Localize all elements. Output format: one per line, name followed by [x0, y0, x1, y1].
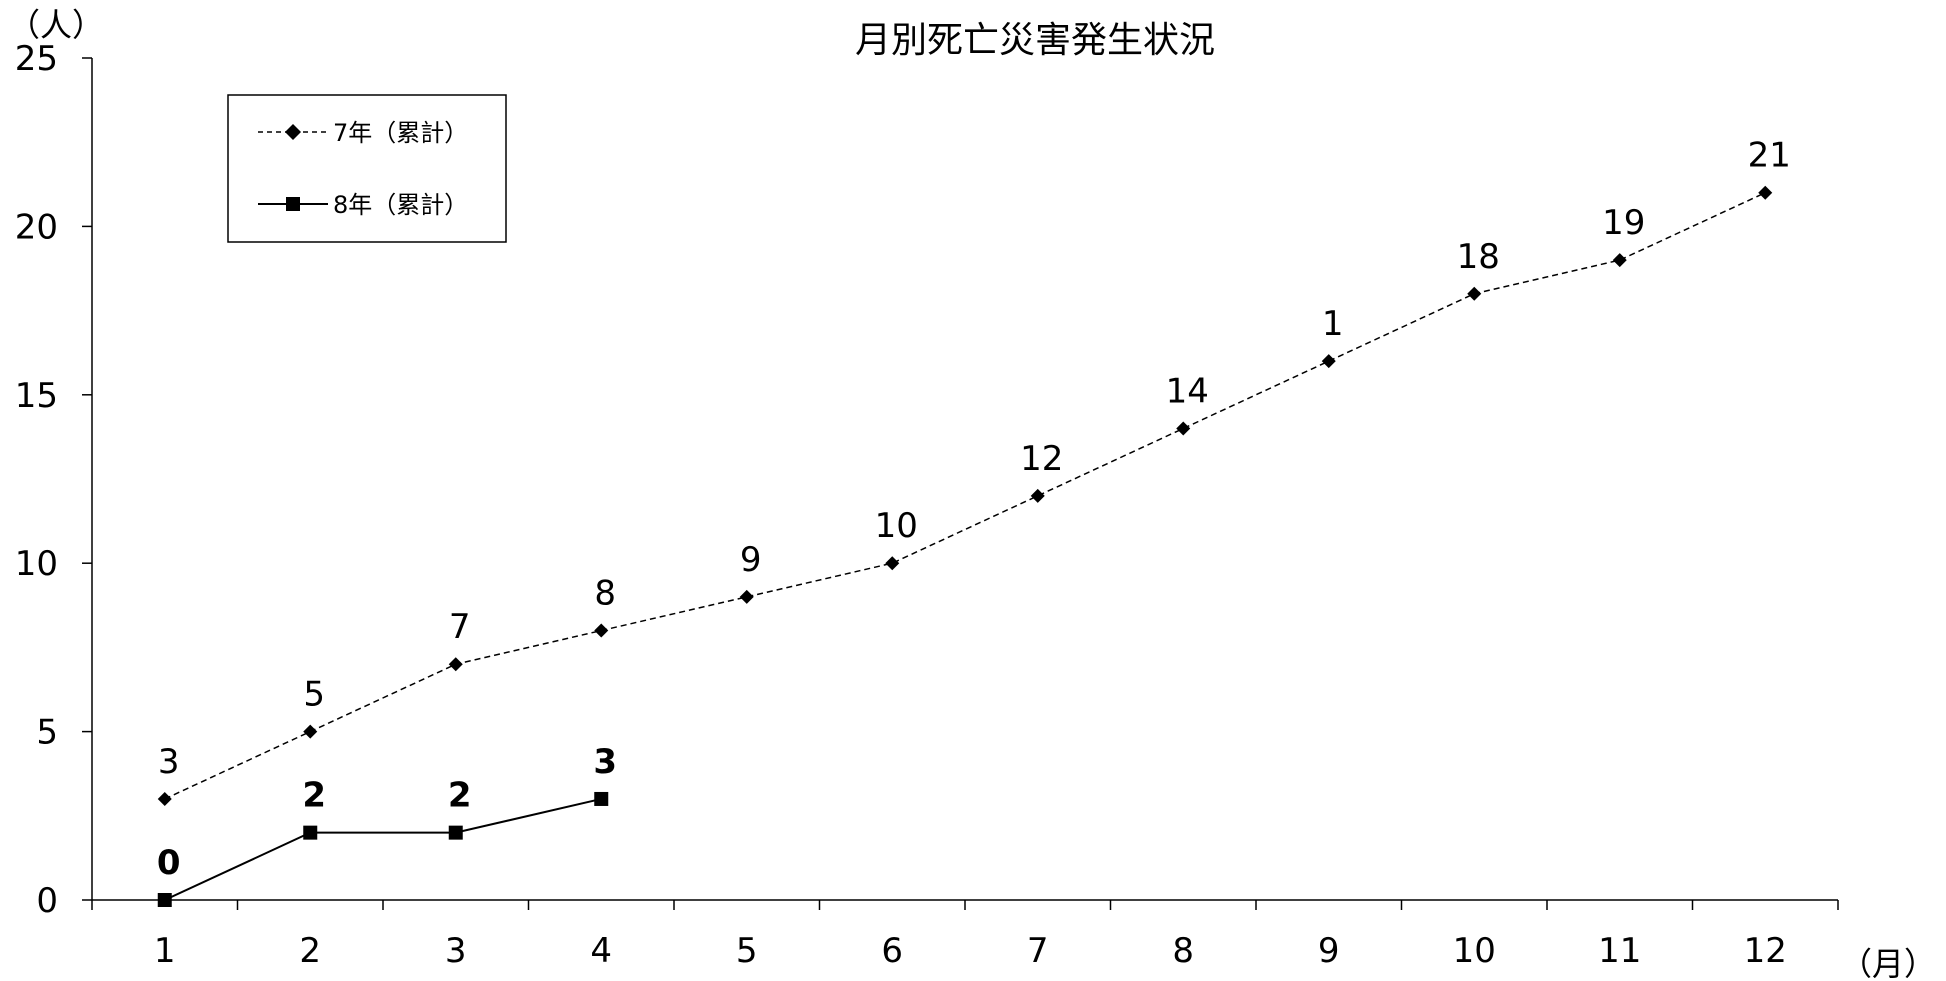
series-line [164, 797, 602, 901]
data-label: 14 [1166, 371, 1209, 411]
data-label: 8 [594, 574, 616, 614]
legend: 7年（累計） 8年（累計） [227, 94, 507, 243]
series-layer: 3 5 7 8 9 10 12 14 1 18 19 21 0 2 2 3 [157, 136, 1791, 907]
y-tick-label: 20 [15, 207, 58, 247]
data-point-diamond [1030, 488, 1045, 503]
y-tick-label: 5 [36, 713, 58, 753]
data-point-diamond [1176, 421, 1191, 436]
y-tick-label: 15 [15, 376, 58, 416]
x-axis-ticks: 1 2 3 4 5 6 7 8 9 10 11 12 [91, 900, 1839, 971]
y-axis-ticks: 0 5 10 15 20 25 [15, 39, 92, 921]
legend-box [227, 94, 507, 243]
legend-label-series-2: 8年（累計） [333, 191, 468, 219]
data-label: 3 [593, 742, 617, 782]
series-2: 0 2 2 3 [157, 742, 617, 907]
data-label: 9 [740, 540, 762, 580]
x-tick-label: 1 [154, 931, 176, 971]
data-point-square [448, 825, 463, 840]
data-point-diamond [885, 556, 900, 571]
y-axis-unit-label: （人） [8, 6, 104, 44]
data-point-diamond [303, 724, 318, 739]
data-point-square [303, 825, 318, 840]
x-tick-label: 7 [1027, 931, 1049, 971]
data-label: 2 [448, 776, 472, 816]
data-point-diamond [739, 589, 754, 604]
x-tick-label: 8 [1172, 931, 1194, 971]
x-tick-label: 10 [1453, 931, 1496, 971]
series-line [164, 192, 1766, 800]
data-label: 19 [1602, 203, 1645, 243]
data-label: 18 [1457, 237, 1500, 277]
data-point-diamond [1758, 185, 1773, 200]
data-point-diamond [1467, 286, 1482, 301]
y-tick-label: 25 [15, 39, 58, 79]
data-point-diamond [157, 791, 172, 806]
data-point-diamond [448, 657, 463, 672]
data-label: 7 [449, 607, 471, 647]
data-point-diamond [1321, 354, 1336, 369]
data-label: 10 [875, 506, 918, 546]
x-tick-label: 6 [881, 931, 903, 971]
y-tick-label: 10 [15, 544, 58, 584]
x-axis-unit-label: （月） [1840, 945, 1936, 981]
x-tick-label: 12 [1744, 931, 1787, 971]
x-tick-label: 3 [445, 931, 467, 971]
data-label: 21 [1748, 136, 1791, 176]
legend-marker-square-icon [286, 197, 300, 211]
data-label: 1 [1322, 304, 1344, 344]
data-point-square [594, 791, 609, 806]
legend-label-series-1: 7年（累計） [333, 119, 468, 147]
x-tick-label: 11 [1598, 931, 1641, 971]
data-point-diamond [594, 623, 609, 638]
x-tick-label: 2 [299, 931, 321, 971]
data-label: 3 [158, 742, 180, 782]
data-label: 12 [1020, 439, 1063, 479]
data-label: 0 [157, 843, 181, 883]
data-point-diamond [1612, 253, 1627, 268]
series-1: 3 5 7 8 9 10 12 14 1 18 19 21 [157, 136, 1791, 806]
x-tick-label: 5 [736, 931, 758, 971]
data-point-square [157, 893, 172, 907]
data-label: 5 [303, 675, 325, 715]
chart-title: 月別死亡災害発生状況 [855, 20, 1215, 61]
y-tick-label: 0 [36, 881, 58, 921]
x-tick-label: 9 [1318, 931, 1340, 971]
data-label: 2 [302, 776, 326, 816]
x-tick-label: 4 [590, 931, 612, 971]
legend-marker-diamond-icon [285, 124, 301, 140]
